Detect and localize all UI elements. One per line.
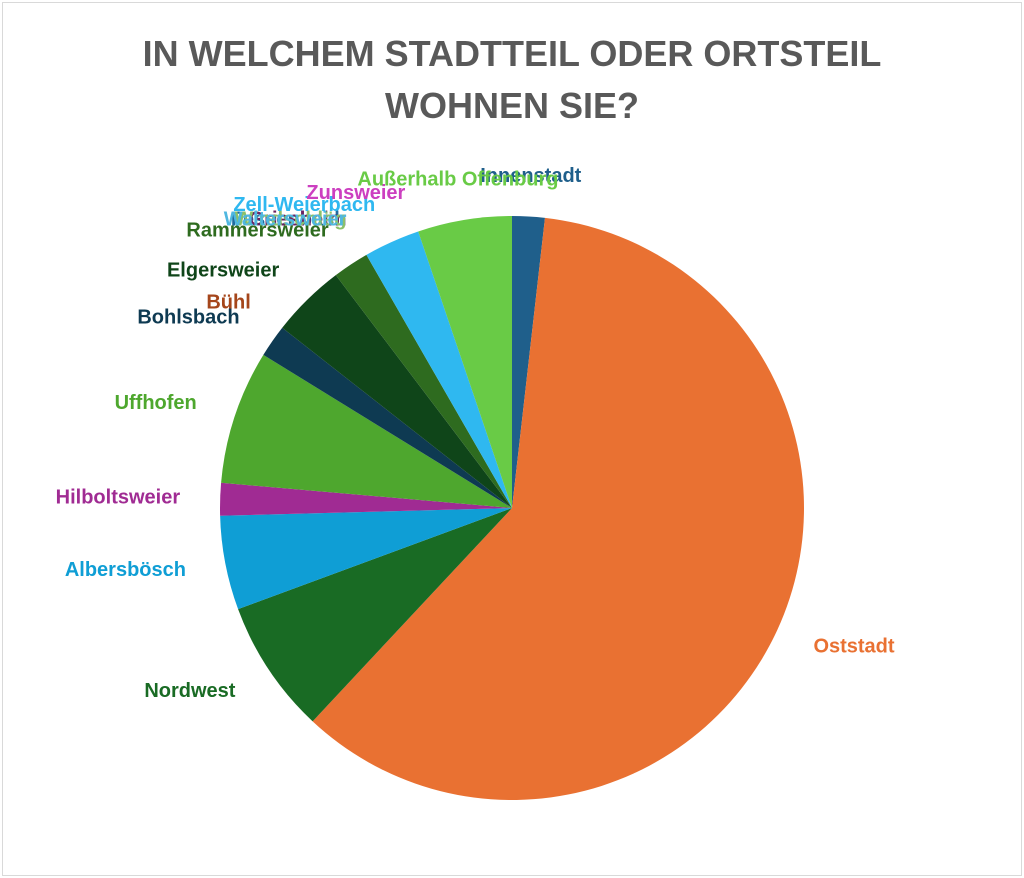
- slice-label: Bohlsbach: [137, 306, 239, 328]
- pie-slice: [366, 231, 512, 508]
- pie-slice: [221, 354, 512, 508]
- pie-slice: [335, 254, 512, 508]
- pie-slice: [263, 327, 512, 508]
- slice-label: Albersbösch: [65, 559, 186, 581]
- slice-label: Bühl: [206, 291, 250, 313]
- pie-slice: [220, 508, 512, 610]
- slice-label: Innenstadt: [480, 165, 581, 187]
- slice-label: Zell-Weierbach: [233, 194, 375, 216]
- slice-label: Zunsweier: [306, 182, 405, 204]
- pie-slice: [512, 216, 545, 508]
- slice-label: Nordwest: [144, 680, 235, 702]
- slice-label: Oststadt: [813, 635, 894, 657]
- slice-label: Fessenbach: [231, 209, 347, 231]
- pie-slice: [238, 508, 512, 722]
- slice-label: Uffhofen: [115, 392, 197, 414]
- pie-slice: [312, 217, 805, 800]
- slice-label: Außerhalb Offenburg: [357, 169, 558, 191]
- pie-slice: [418, 216, 512, 508]
- chart-title: IN WELCHEM STADTTEIL ODER ORTSTEIL WOHNE…: [142, 33, 882, 126]
- slice-label: Hilboltsweier: [56, 486, 181, 508]
- slice-label: Windschläg: [234, 209, 346, 231]
- pie-slice: [220, 482, 513, 516]
- slice-label: Rammersweier: [186, 219, 329, 241]
- slice-label: Elgersweier: [167, 260, 280, 282]
- slice-label: Griesheim: [249, 209, 347, 231]
- pie-slice: [282, 275, 512, 508]
- slice-label: Waltersweier: [224, 209, 347, 231]
